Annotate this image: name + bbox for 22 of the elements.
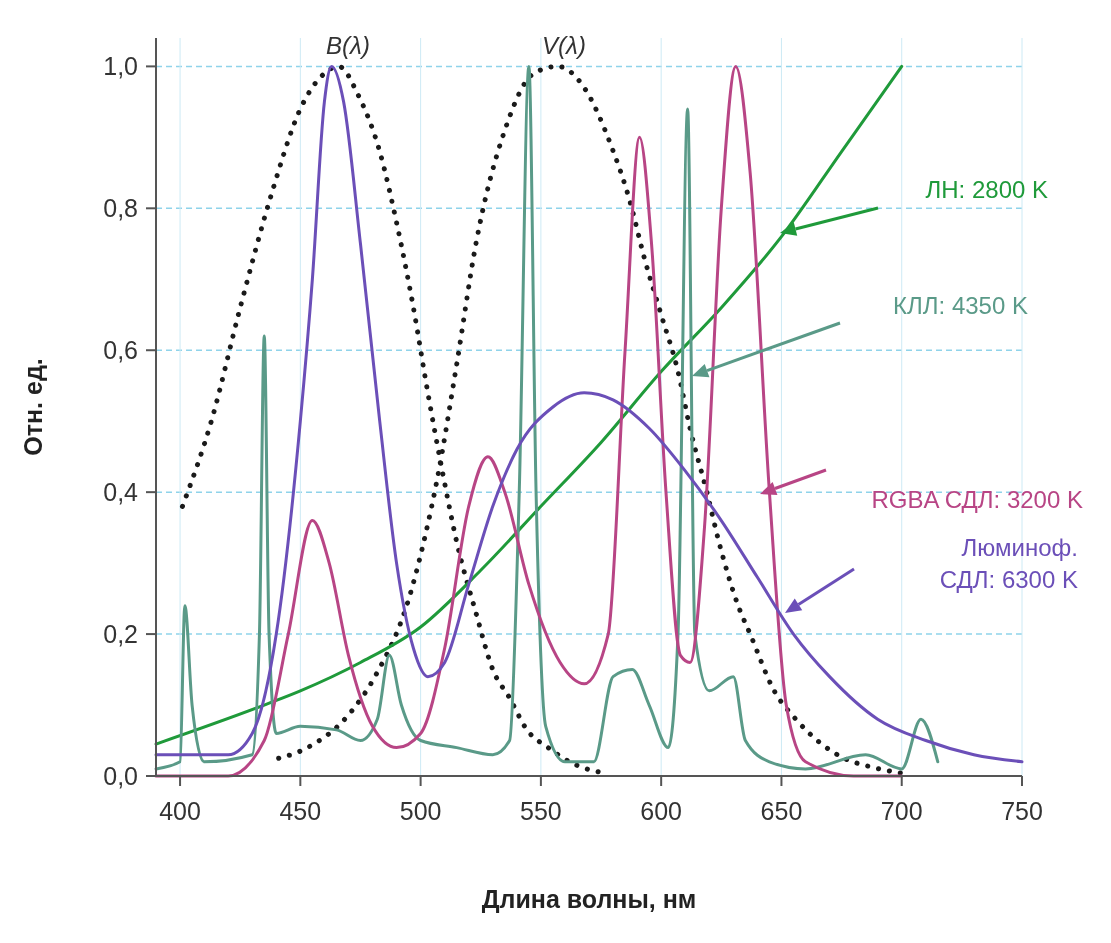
x-tick-label: 400 [159,797,201,825]
x-axis-title: Длина волны, нм [481,885,697,913]
x-tick-label: 550 [520,797,562,825]
y-axis-title: Отн. ед. [19,358,47,456]
y-tick-label: 0,2 [103,620,138,649]
x-tick-label: 750 [1001,797,1043,825]
text: КЛЛ: 4350 K [893,292,1028,319]
x-tick-label: 450 [279,797,322,825]
x-tick-label: 700 [880,797,923,825]
x-tick-label: 650 [760,797,803,825]
y-tick-label: 1,0 [103,52,138,81]
y-tick-label: 0,8 [103,194,138,223]
series-label: B(λ) [326,32,370,59]
text: Люминоф. СДЛ: 6300 K [939,534,1078,593]
series-label: V(λ) [542,32,586,59]
text: ЛН: 2800 K [925,176,1048,203]
y-tick-label: 0,0 [103,762,138,790]
y-tick-label: 0,6 [103,336,138,365]
x-tick-label: 600 [640,797,683,825]
y-tick-label: 0,4 [103,478,139,507]
x-tick-label: 500 [399,797,442,825]
text: RGBA СДЛ: 3200 K [871,486,1083,513]
